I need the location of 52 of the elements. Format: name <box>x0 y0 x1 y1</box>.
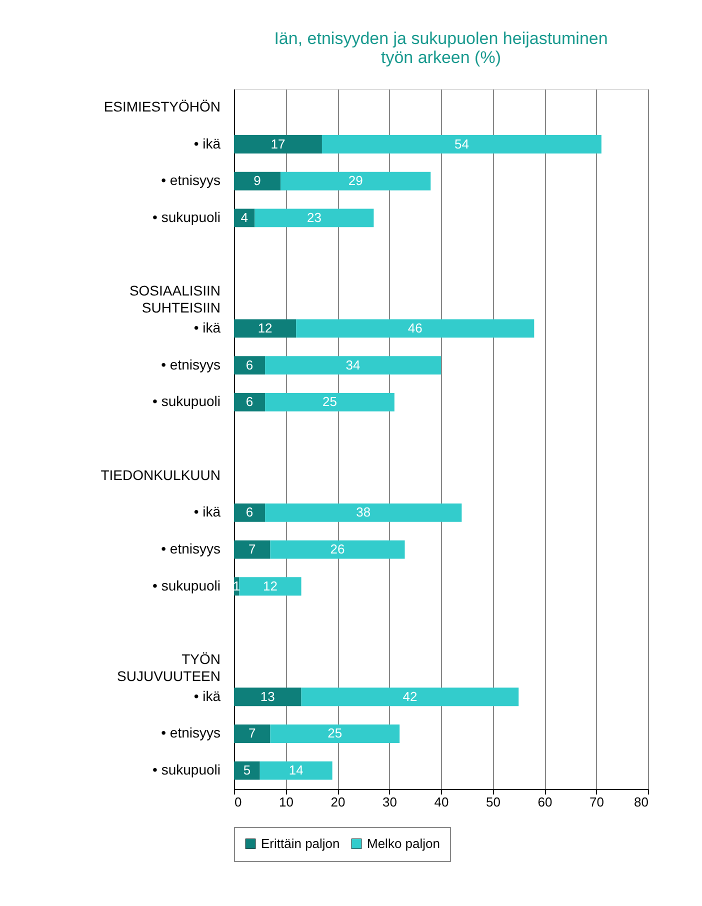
y-tick-label: ESIMIESTYÖHÖN <box>104 98 220 114</box>
data-label: 13 <box>260 688 275 704</box>
data-label: 26 <box>330 542 345 557</box>
x-tick-label: 70 <box>590 794 604 810</box>
data-label: 14 <box>288 762 304 778</box>
data-label: 54 <box>454 136 469 152</box>
data-label: 17 <box>270 136 286 152</box>
y-tick-label: • ikä <box>194 688 221 704</box>
data-label: 6 <box>246 357 254 372</box>
legend-label: Erittäin paljon <box>261 836 340 851</box>
data-label: 7 <box>248 726 256 741</box>
data-label: 6 <box>246 394 254 410</box>
data-label: 42 <box>402 688 418 704</box>
data-label: 1 <box>232 578 240 594</box>
x-tick-label: 10 <box>279 794 294 810</box>
y-tick-label: • sukupuoli <box>152 577 220 594</box>
data-label: 12 <box>258 320 272 336</box>
y-tick-label: • etnisyys <box>161 540 220 557</box>
x-tick-label: 80 <box>634 794 648 810</box>
data-label: 9 <box>254 173 261 188</box>
data-label: 46 <box>408 320 422 336</box>
y-tick-label: TYÖN SUJUVUUTEEN <box>117 651 220 684</box>
data-label: 4 <box>240 210 248 225</box>
y-tick-label: TIEDONKULKUUN <box>100 466 220 483</box>
y-tick-label: • ikä <box>194 504 221 520</box>
x-tick-label: 40 <box>434 794 449 810</box>
x-tick-label: 0 <box>234 794 242 810</box>
data-label: 38 <box>356 504 371 520</box>
legend-label: Melko paljon <box>367 836 440 851</box>
y-tick-label: • sukupuoli <box>152 762 220 778</box>
data-label: 6 <box>246 504 254 520</box>
y-tick-label: • etnisyys <box>161 356 220 372</box>
y-tick-label: SOSIAALISIIN SUHTEISIIN <box>129 282 220 316</box>
x-tick-label: 50 <box>486 794 500 810</box>
x-tick-label: 30 <box>382 794 397 810</box>
data-label: 12 <box>262 578 278 594</box>
x-tick-label: 60 <box>538 794 552 810</box>
y-tick-label: • sukupuoli <box>152 208 220 225</box>
y-tick-label: • sukupuoli <box>152 393 220 410</box>
data-label: 29 <box>348 173 363 188</box>
data-label: 7 <box>248 542 256 557</box>
y-tick-label: • etnisyys <box>161 724 220 741</box>
y-tick-label: • ikä <box>194 319 221 336</box>
data-label: 34 <box>346 357 360 372</box>
data-label: 25 <box>328 726 342 741</box>
data-label: 25 <box>322 394 337 410</box>
data-label: 5 <box>243 762 251 778</box>
y-tick-label: • etnisyys <box>161 172 220 188</box>
chart-title: Iän, etnisyyden ja sukupuolen heijastuminen työn arkeen (%) <box>274 29 608 67</box>
x-tick-label: 20 <box>330 794 346 810</box>
data-label: 23 <box>306 210 322 225</box>
y-tick-label: • ikä <box>194 135 221 152</box>
